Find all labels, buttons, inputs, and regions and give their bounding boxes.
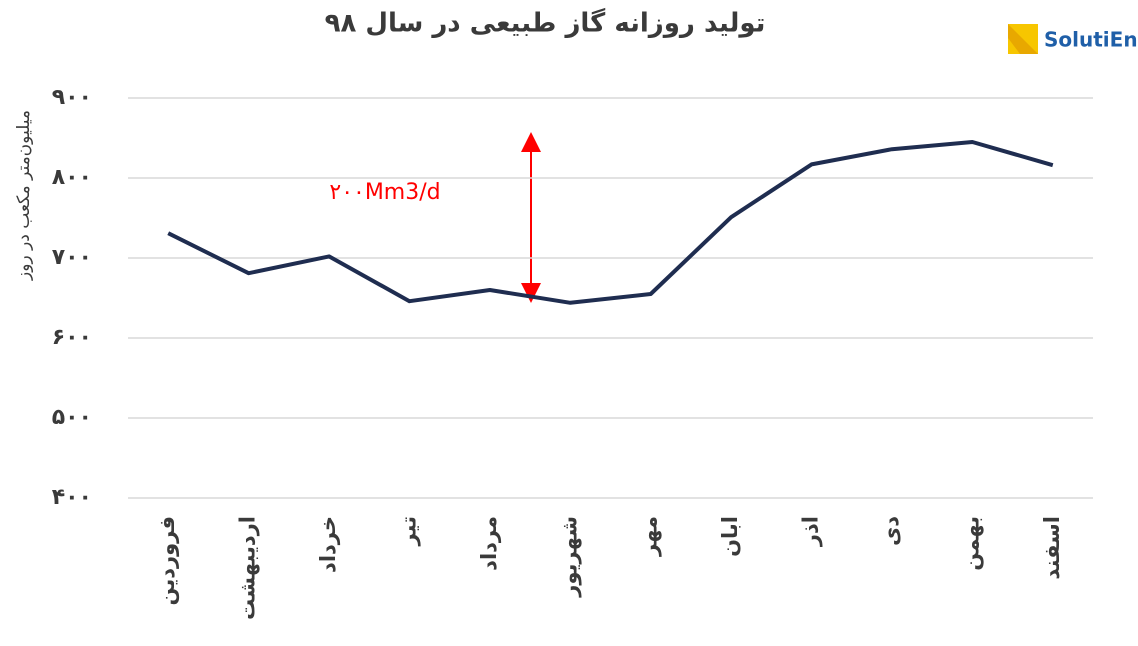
logo: SolutiEn: [1008, 24, 1138, 54]
x-tick-label: اسفند: [1040, 516, 1064, 580]
x-tick-label: دی: [879, 516, 903, 546]
x-tick-label: اردیبهشت: [236, 516, 260, 620]
x-tick-label: تیر: [396, 516, 420, 547]
logo-text: SolutiEn: [1044, 28, 1138, 52]
y-axis-label: میلیون‌متر مکعب در روز: [14, 110, 34, 281]
logo-icon-shade: [1008, 24, 1038, 54]
x-tick-label: شهریور: [557, 516, 581, 598]
chart-title: تولید روزانه گاز طبیعی در سال ۹۸: [325, 8, 766, 39]
x-tick-label: مهر: [638, 516, 662, 557]
y-tick-label: ۷۰۰: [52, 245, 92, 270]
x-tick-label: فروردین: [155, 516, 179, 606]
y-tick-label: ۵۰۰: [52, 405, 92, 430]
y-tick-label: ۹۰۰: [52, 85, 92, 110]
line-series: [167, 140, 1054, 305]
x-tick-label: بهمن: [959, 516, 983, 571]
x-tick-label: ابان: [718, 516, 742, 557]
x-tick-label: خرداد: [316, 516, 340, 573]
y-tick-label: ۴۰۰: [52, 485, 92, 510]
annotation: ۲۰۰Mm3/d: [329, 180, 440, 205]
y-tick-label: ۸۰۰: [52, 165, 92, 190]
x-tick-label: مرداد: [477, 516, 501, 571]
x-tick-label: اذر: [799, 516, 823, 547]
y-tick-label: ۶۰۰: [52, 325, 92, 350]
